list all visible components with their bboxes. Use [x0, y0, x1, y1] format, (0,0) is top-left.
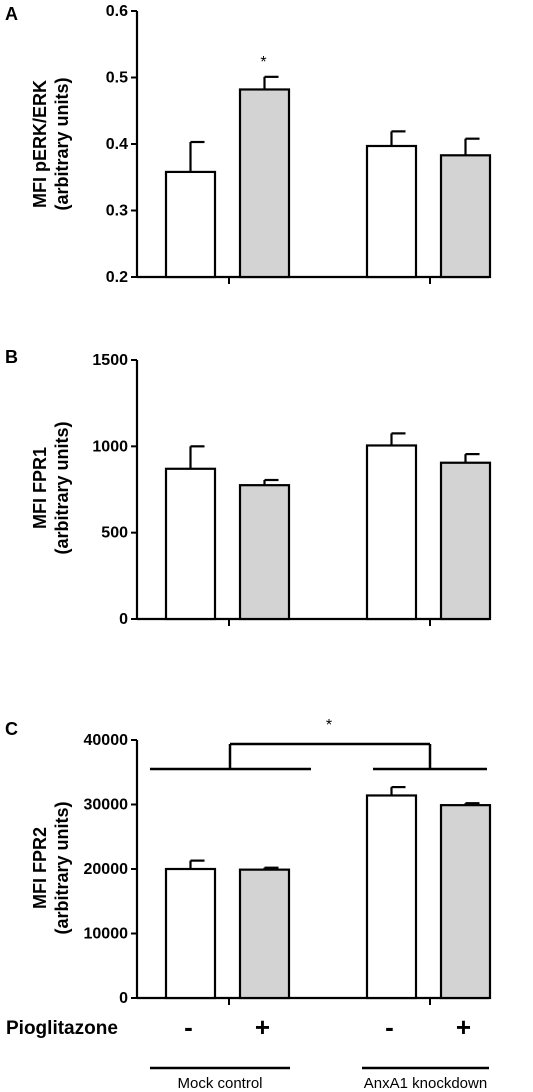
- bar: [164, 170, 217, 279]
- y-axis-title-line: MFI FPR1: [30, 447, 50, 529]
- y-tick-label: 0.3: [106, 203, 128, 220]
- y-axis-title-line: (arbitrary units): [52, 801, 72, 934]
- y-axis-title-line: MFI pERK/ERK: [30, 80, 50, 208]
- bar: [238, 484, 291, 621]
- bar: [365, 144, 418, 279]
- y-axis-title: MFI pERK/ERK (arbitrary units): [30, 77, 72, 210]
- bar: [439, 154, 492, 279]
- y-tick-label: 1000: [92, 438, 128, 455]
- treatment-sign: +: [255, 1012, 270, 1042]
- bar: [164, 467, 217, 621]
- panel-letter: B: [5, 347, 18, 367]
- treatment-label: Pioglitazone: [6, 1018, 118, 1039]
- treatment-row: Pioglitazone - + - +: [6, 1012, 471, 1042]
- panel-b: B MFI FPR1 (arbitrary units) 0 500 1000 1500: [5, 347, 492, 628]
- panel-letter: C: [5, 719, 18, 739]
- y-axis-title-line: (arbitrary units): [52, 421, 72, 554]
- treatment-sign: +: [456, 1012, 471, 1042]
- bar: [238, 868, 291, 1000]
- bar: [439, 804, 492, 1000]
- y-tick-label: 10000: [84, 926, 129, 943]
- significance-asterisk: *: [260, 54, 266, 71]
- bar: [439, 461, 492, 621]
- bar: [365, 444, 418, 621]
- y-tick-label: 30000: [84, 797, 129, 814]
- group-label: AnxA1 knockdown: [364, 1075, 487, 1092]
- panel-a: A MFI pERK/ERK (arbitrary units) 0.2 0.3 0.4 0…: [5, 3, 492, 286]
- y-tick-label: 0: [119, 611, 128, 628]
- bracket-asterisk: *: [326, 717, 332, 734]
- y-axis-title-line: MFI FPR2: [30, 827, 50, 909]
- panel-c: C MFI FPR2 (arbitrary units) 0 10000 20000 300…: [5, 717, 492, 1007]
- bar: [365, 794, 418, 1000]
- y-tick-label: 0.4: [106, 136, 128, 153]
- y-tick-label: 20000: [84, 861, 129, 878]
- group-label: Mock control: [177, 1075, 262, 1092]
- bar: [164, 867, 217, 1000]
- y-tick-label: 1500: [92, 352, 128, 369]
- bar: [238, 88, 291, 279]
- panel-letter: A: [5, 4, 18, 24]
- treatment-sign: -: [385, 1012, 394, 1042]
- y-tick-label: 0: [119, 990, 128, 1007]
- y-axis-title-line: (arbitrary units): [52, 77, 72, 210]
- y-tick-label: 500: [101, 525, 128, 542]
- group-labels: Mock control AnxA1 knockdown: [150, 1066, 489, 1092]
- y-tick-label: 0.5: [106, 70, 128, 87]
- y-tick-label: 0.2: [106, 269, 128, 286]
- y-axis-title: MFI FPR2 (arbitrary units): [30, 801, 72, 934]
- y-axis-title: MFI FPR1 (arbitrary units): [30, 421, 72, 554]
- treatment-sign: -: [184, 1012, 193, 1042]
- y-tick-label: 40000: [84, 732, 129, 749]
- y-tick-label: 0.6: [106, 3, 128, 20]
